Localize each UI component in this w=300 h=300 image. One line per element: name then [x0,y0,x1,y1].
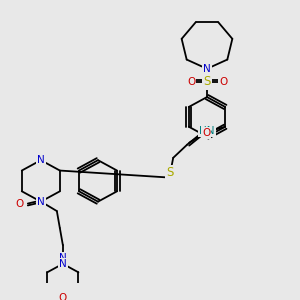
Text: N: N [203,64,211,74]
Text: N: N [59,259,67,269]
Text: HN: HN [200,126,215,136]
Text: N: N [59,253,67,263]
Text: O: O [202,128,210,138]
Text: S: S [203,76,211,88]
Text: O: O [59,293,67,300]
Text: N: N [37,155,45,165]
Text: O: O [16,199,24,208]
Text: O: O [187,77,195,87]
Text: O: O [219,77,227,87]
Text: S: S [167,167,174,179]
Text: N: N [37,196,45,207]
